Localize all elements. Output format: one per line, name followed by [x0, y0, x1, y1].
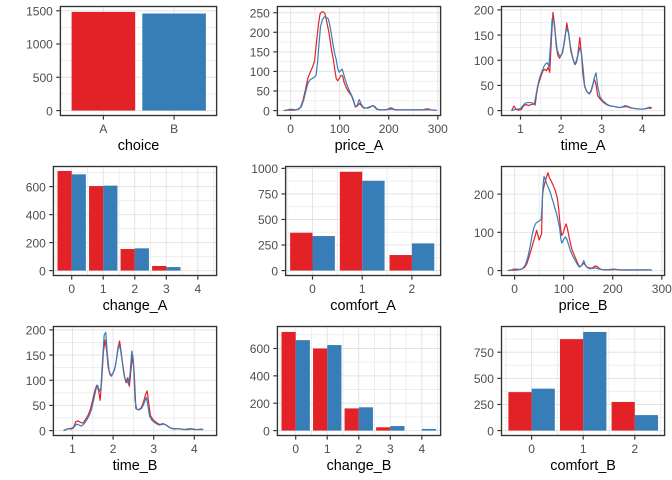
svg-text:300: 300	[652, 282, 672, 296]
svg-text:1000: 1000	[26, 38, 53, 52]
svg-text:1: 1	[517, 122, 524, 136]
svg-text:100: 100	[250, 65, 270, 79]
svg-text:750: 750	[474, 346, 494, 360]
svg-text:2: 2	[110, 442, 117, 456]
svg-text:250: 250	[258, 239, 278, 253]
svg-text:100: 100	[474, 226, 494, 240]
svg-text:0: 0	[46, 104, 53, 118]
svg-text:200: 200	[379, 122, 399, 136]
svg-text:1: 1	[580, 442, 587, 456]
svg-text:4: 4	[191, 442, 198, 456]
svg-text:4: 4	[418, 442, 425, 456]
svg-text:200: 200	[26, 324, 46, 338]
svg-text:200: 200	[250, 26, 270, 40]
svg-text:2: 2	[409, 282, 416, 296]
svg-text:change_B: change_B	[327, 458, 392, 474]
svg-text:comfort_B: comfort_B	[550, 458, 616, 474]
svg-text:price_B: price_B	[559, 298, 608, 314]
svg-text:0: 0	[487, 104, 494, 118]
svg-text:400: 400	[26, 208, 46, 222]
svg-text:1: 1	[359, 282, 366, 296]
svg-text:0: 0	[263, 104, 270, 118]
svg-text:50: 50	[256, 85, 270, 99]
svg-text:100: 100	[474, 54, 494, 68]
svg-text:150: 150	[250, 46, 270, 60]
svg-text:A: A	[99, 122, 107, 136]
svg-text:200: 200	[26, 236, 46, 250]
svg-text:3: 3	[163, 282, 170, 296]
svg-text:1: 1	[100, 282, 107, 296]
svg-text:time_B: time_B	[113, 458, 158, 474]
svg-text:0: 0	[39, 264, 46, 278]
svg-text:150: 150	[474, 29, 494, 43]
svg-text:500: 500	[33, 71, 53, 85]
svg-text:0: 0	[511, 282, 518, 296]
svg-text:2: 2	[355, 442, 362, 456]
svg-text:150: 150	[26, 349, 46, 363]
svg-text:200: 200	[250, 397, 270, 411]
svg-text:0: 0	[263, 424, 270, 438]
svg-text:2: 2	[558, 122, 565, 136]
svg-text:1: 1	[69, 442, 76, 456]
svg-text:100: 100	[554, 282, 574, 296]
svg-text:50: 50	[481, 79, 495, 93]
svg-text:0: 0	[487, 264, 494, 278]
svg-text:200: 200	[474, 188, 494, 202]
svg-text:300: 300	[428, 122, 448, 136]
svg-text:400: 400	[250, 370, 270, 384]
svg-text:1000: 1000	[251, 162, 278, 176]
svg-text:0: 0	[292, 442, 299, 456]
svg-text:B: B	[170, 122, 178, 136]
svg-text:200: 200	[603, 282, 623, 296]
svg-text:100: 100	[330, 122, 350, 136]
svg-text:100: 100	[26, 374, 46, 388]
svg-text:3: 3	[150, 442, 157, 456]
svg-text:600: 600	[26, 180, 46, 194]
svg-text:price_A: price_A	[335, 138, 384, 154]
svg-text:3: 3	[387, 442, 394, 456]
svg-text:3: 3	[598, 122, 605, 136]
svg-text:0: 0	[287, 122, 294, 136]
svg-text:2: 2	[131, 282, 138, 296]
svg-text:250: 250	[474, 398, 494, 412]
svg-text:0: 0	[39, 424, 46, 438]
svg-text:600: 600	[250, 342, 270, 356]
svg-text:0: 0	[528, 442, 535, 456]
svg-text:0: 0	[487, 424, 494, 438]
svg-text:4: 4	[194, 282, 201, 296]
svg-text:1: 1	[324, 442, 331, 456]
svg-text:50: 50	[32, 399, 46, 413]
svg-text:500: 500	[474, 372, 494, 386]
svg-text:comfort_A: comfort_A	[330, 298, 396, 314]
svg-text:200: 200	[474, 4, 494, 18]
svg-text:250: 250	[250, 6, 270, 20]
svg-text:time_A: time_A	[561, 138, 606, 154]
svg-text:0: 0	[68, 282, 75, 296]
svg-text:500: 500	[258, 213, 278, 227]
svg-text:4: 4	[639, 122, 646, 136]
svg-text:750: 750	[258, 188, 278, 202]
svg-text:0: 0	[309, 282, 316, 296]
svg-text:2: 2	[631, 442, 638, 456]
svg-text:change_A: change_A	[103, 298, 168, 314]
svg-text:choice: choice	[118, 138, 160, 154]
svg-text:0: 0	[271, 264, 278, 278]
svg-text:1500: 1500	[26, 4, 53, 18]
